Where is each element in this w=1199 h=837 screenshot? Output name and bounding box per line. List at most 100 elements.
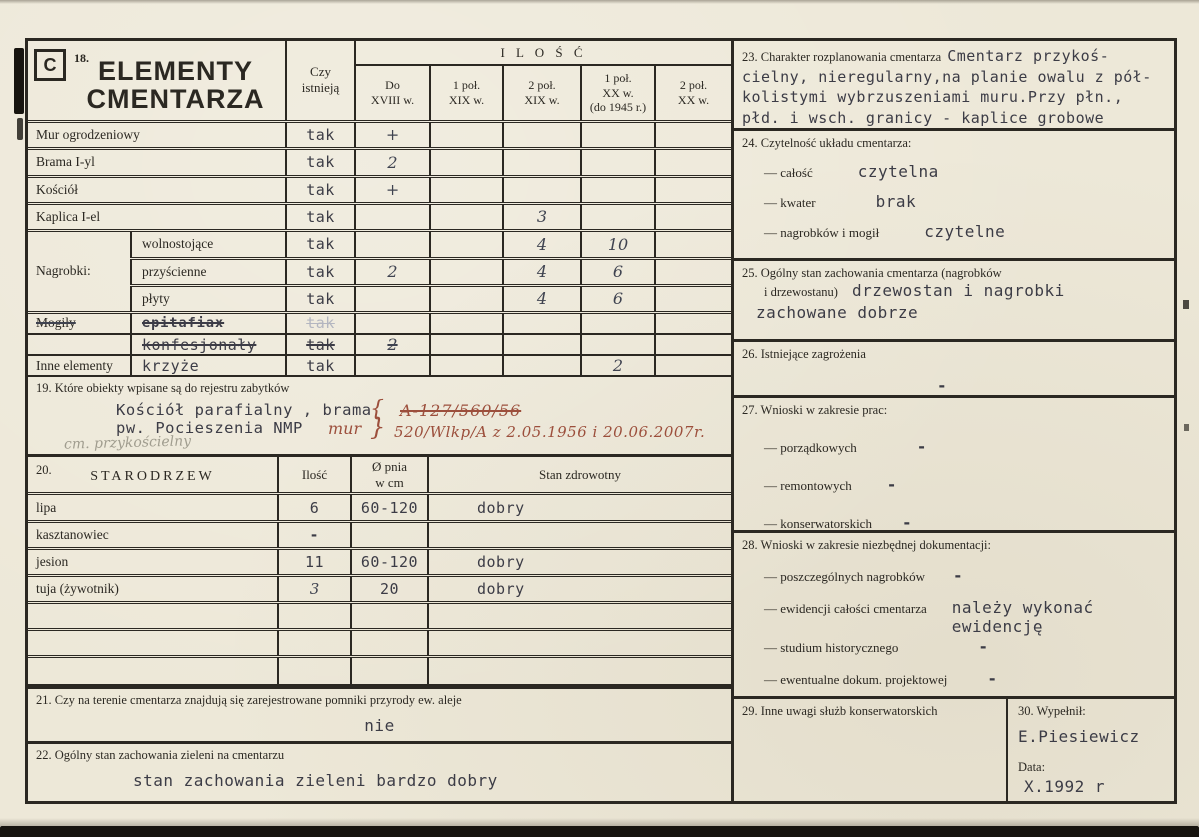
- table-row: kasztanowiec -: [28, 520, 731, 550]
- tree-name: kasztanowiec: [28, 520, 279, 550]
- item-label: — kwater: [764, 195, 816, 210]
- period-header: 1 poł. XX w. (do 1945 r.): [580, 64, 657, 122]
- section-21-label: 21. Czy na terenie cmentarza znajdują si…: [36, 692, 462, 707]
- section-25-label-line2: i drzewostanu): [764, 284, 838, 299]
- date-value: X.1992 r: [1024, 777, 1106, 796]
- item-label: — nagrobków i mogił: [764, 225, 880, 240]
- pen-note-mur: mur: [328, 419, 362, 438]
- pen-brace-close: }: [370, 413, 386, 441]
- exists-column-header: Czy istnieją: [285, 41, 357, 122]
- qty-cell: [429, 201, 505, 231]
- tree-qty: 3: [277, 574, 352, 604]
- tree-name-empty: [28, 655, 279, 686]
- tree-diameter-empty: [350, 628, 429, 658]
- table-row: konfesjonały tak 2: [28, 333, 732, 356]
- form-title-cell: C 18. ELEMENTY CMENTARZA: [28, 41, 288, 122]
- section-28-documentation: 28. Wnioski w zakresie niezbędnej dokume…: [734, 533, 1174, 699]
- qty-cell: 2: [580, 354, 657, 377]
- section-27-label: 27. Wnioski w zakresie prac:: [742, 402, 888, 417]
- quantity-header: I L O Ś Ć: [354, 41, 732, 66]
- section-20-number: 20.: [36, 463, 52, 477]
- trees-header-cell: 20. STARODRZEW: [28, 454, 279, 495]
- tree-health-empty: [427, 601, 731, 631]
- section-25-label-line1: 25. Ogólny stan zachowania cmentarza (na…: [742, 265, 1002, 280]
- qty-cell: 4: [502, 228, 583, 259]
- qty-cell: [580, 119, 657, 149]
- period-header: 2 poł. XIX w.: [502, 64, 583, 122]
- section-24-legibility: 24. Czytelność układu cmentarza: — całoś…: [734, 131, 1174, 261]
- qty-cell: [502, 119, 583, 149]
- tree-name-empty: [28, 628, 279, 658]
- tree-health: dobry: [427, 574, 731, 604]
- item-label: — studium historycznego: [764, 639, 899, 655]
- works-item: — konserwatorskich -: [742, 513, 1166, 532]
- scan-edge-bottom: [0, 826, 1199, 837]
- table-row: przyścienne tak 2 4 6: [28, 256, 732, 286]
- qty-cell: 6: [580, 283, 657, 313]
- qty-cell: [654, 119, 732, 149]
- item-value: należy wykonać ewidencję: [951, 597, 1094, 636]
- qty-cell: 2: [354, 146, 432, 177]
- tree-diameter: 60-120: [350, 492, 429, 523]
- qty-cell-struck: 2: [354, 333, 432, 356]
- section-30-filled-by: 30. Wypełnił: E.Piesiewicz Data: X.1992 …: [1006, 699, 1174, 801]
- section-19-register: 19. Które obiekty wpisane są do rejestru…: [28, 377, 731, 454]
- tree-qty: 11: [277, 547, 352, 577]
- trees-title: STARODRZEW: [90, 468, 215, 484]
- tree-health: dobry: [427, 547, 731, 577]
- qty-cell: 6: [580, 256, 657, 286]
- exists-value: tak: [285, 283, 357, 313]
- qty-cell: [654, 310, 732, 335]
- date-label: Data:: [1018, 760, 1046, 774]
- item-value: -: [978, 636, 989, 656]
- qty-cell: [654, 354, 732, 377]
- pen-brace-open: {: [370, 397, 384, 422]
- item-label: — poszczególnych nagrobków: [764, 568, 926, 584]
- qty-cell: [654, 228, 732, 259]
- qty-cell: +: [354, 174, 432, 204]
- scan-artifact-left-small: [17, 118, 23, 140]
- qty-cell: [654, 174, 732, 204]
- old-trees-table: 20. STARODRZEW Ilość Ø pnia w cm Stan zd…: [28, 454, 731, 686]
- tree-name-empty: [28, 601, 279, 631]
- table-row: płyty tak 4 6: [28, 283, 732, 313]
- item-label: — konserwatorskich: [764, 515, 872, 531]
- qty-cell: [654, 146, 732, 177]
- qty-cell: [429, 310, 505, 335]
- qty-cell: [502, 146, 583, 177]
- qty-cell: 4: [502, 256, 583, 286]
- period-header: Do XVIII w.: [355, 64, 432, 122]
- tree-name: lipa: [28, 492, 279, 523]
- element-sublabel: płyty: [131, 283, 288, 313]
- item-value: -: [916, 436, 927, 456]
- qty-cell: [429, 256, 505, 286]
- tree-health: [427, 520, 731, 550]
- documentation-item: — ewidencji całości cmentarza należy wyk…: [742, 597, 1166, 636]
- item-value: czytelna: [857, 162, 939, 181]
- item-value: -: [953, 565, 964, 585]
- table-row: [28, 655, 731, 686]
- qty-cell: +: [354, 119, 432, 149]
- element-label: Brama I-yl: [28, 146, 288, 177]
- table-row: Kaplica I-el tak 3: [28, 201, 732, 231]
- qty-cell: [354, 354, 432, 377]
- qty-cell: [429, 119, 505, 149]
- qty-cell: [502, 174, 583, 204]
- tree-name: tuja (żywotnik): [28, 574, 279, 604]
- tree-name: jesion: [28, 547, 279, 577]
- qty-cell: [580, 174, 657, 204]
- scan-artifact-right-tick: [1184, 424, 1189, 431]
- table-row: jesion 11 60-120 dobry: [28, 547, 731, 577]
- exists-value: tak: [285, 256, 357, 286]
- tree-diameter: 60-120: [350, 547, 429, 577]
- table-row: Mur ogrodzeniowy tak +: [28, 119, 732, 149]
- qty-cell: [580, 333, 657, 356]
- exists-value: tak: [285, 174, 357, 204]
- element-sublabel: krzyże: [129, 354, 288, 377]
- section-22-label: 22. Ogólny stan zachowania zieleni na cm…: [36, 747, 285, 762]
- filled-by-name: E.Piesiewicz: [1018, 727, 1140, 746]
- scan-edge-top: [0, 0, 1199, 4]
- item-label: — ewentualne dokum. projektowej: [764, 671, 948, 687]
- register-number-struck: A-127/560/56: [400, 401, 522, 420]
- element-label: Kościół: [28, 174, 288, 204]
